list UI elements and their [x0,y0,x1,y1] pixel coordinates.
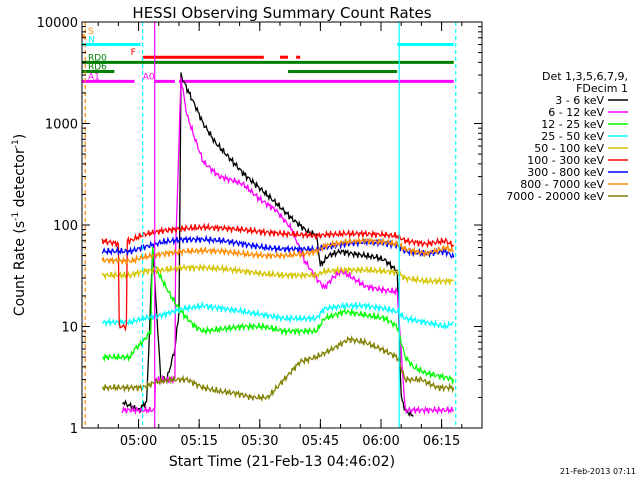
legend-label: 50 - 100 keV [534,142,604,155]
x-tick-label: 06:00 [362,434,399,449]
legend-label: 12 - 25 keV [541,118,604,131]
series-line-3-6-kev [121,72,414,417]
legend-label: 300 - 800 keV [527,166,604,179]
plot-timestamp: 21-Feb-2013 07:11 [560,467,636,476]
y-tick-label: 1 [70,422,78,437]
x-axis-ticks: 05:00 05:15 05:30 05:45 06:00 06:15 [97,22,463,449]
legend-label: 7000 - 20000 keV [506,190,604,203]
y-tick-label: 1000 [45,118,78,133]
flag-label-a1: A1 [88,72,100,82]
series-lines [101,72,455,417]
series-line-6-12-kev [121,77,455,416]
x-tick-label: 06:15 [423,434,460,449]
legend-header: FDecim 1 [576,82,628,95]
legend-label: 800 - 7000 keV [520,178,604,191]
y-tick-label: 100 [53,219,78,234]
plot-frame [81,21,483,429]
series-line-7000-20000-kev [101,334,455,403]
flag-label-rd6: RD6 [88,63,107,73]
chart-title: HESSI Observing Summary Count Rates [132,4,431,22]
series-line-25-50-kev [101,300,454,330]
flag-label-a0: A0 [143,72,155,82]
legend-label: 25 - 50 keV [541,130,604,143]
legend-label: 100 - 300 keV [527,154,604,167]
y-axis-label: Count Rate (s-1 detector-1) [11,134,28,316]
y-tick-label: 10000 [37,16,78,31]
y-tick-label: 10 [61,321,78,336]
flag-label-f: F [131,48,136,58]
legend-label: 3 - 6 keV [555,94,604,107]
flag-label-n: N [88,36,95,46]
flag-label-s: S [88,27,94,37]
legend-header: Det 1,3,5,6,7,9, [542,70,628,83]
x-tick-label: 05:15 [180,434,217,449]
x-tick-label: 05:00 [120,434,157,449]
x-axis-label: Start Time (21-Feb-13 04:46:02) [169,454,395,470]
series-line-100-300-kev [101,222,455,332]
series-line-800-7000-kev [101,237,454,267]
flag-label-rd0: RD0 [88,53,107,63]
series-line-50-100-kev [101,262,455,287]
legend-label: 6 - 12 keV [548,106,604,119]
y-axis-ticks: 1 10 100 1000 10000 [37,16,482,437]
x-tick-label: 05:30 [241,434,278,449]
x-tick-label: 05:45 [302,434,339,449]
